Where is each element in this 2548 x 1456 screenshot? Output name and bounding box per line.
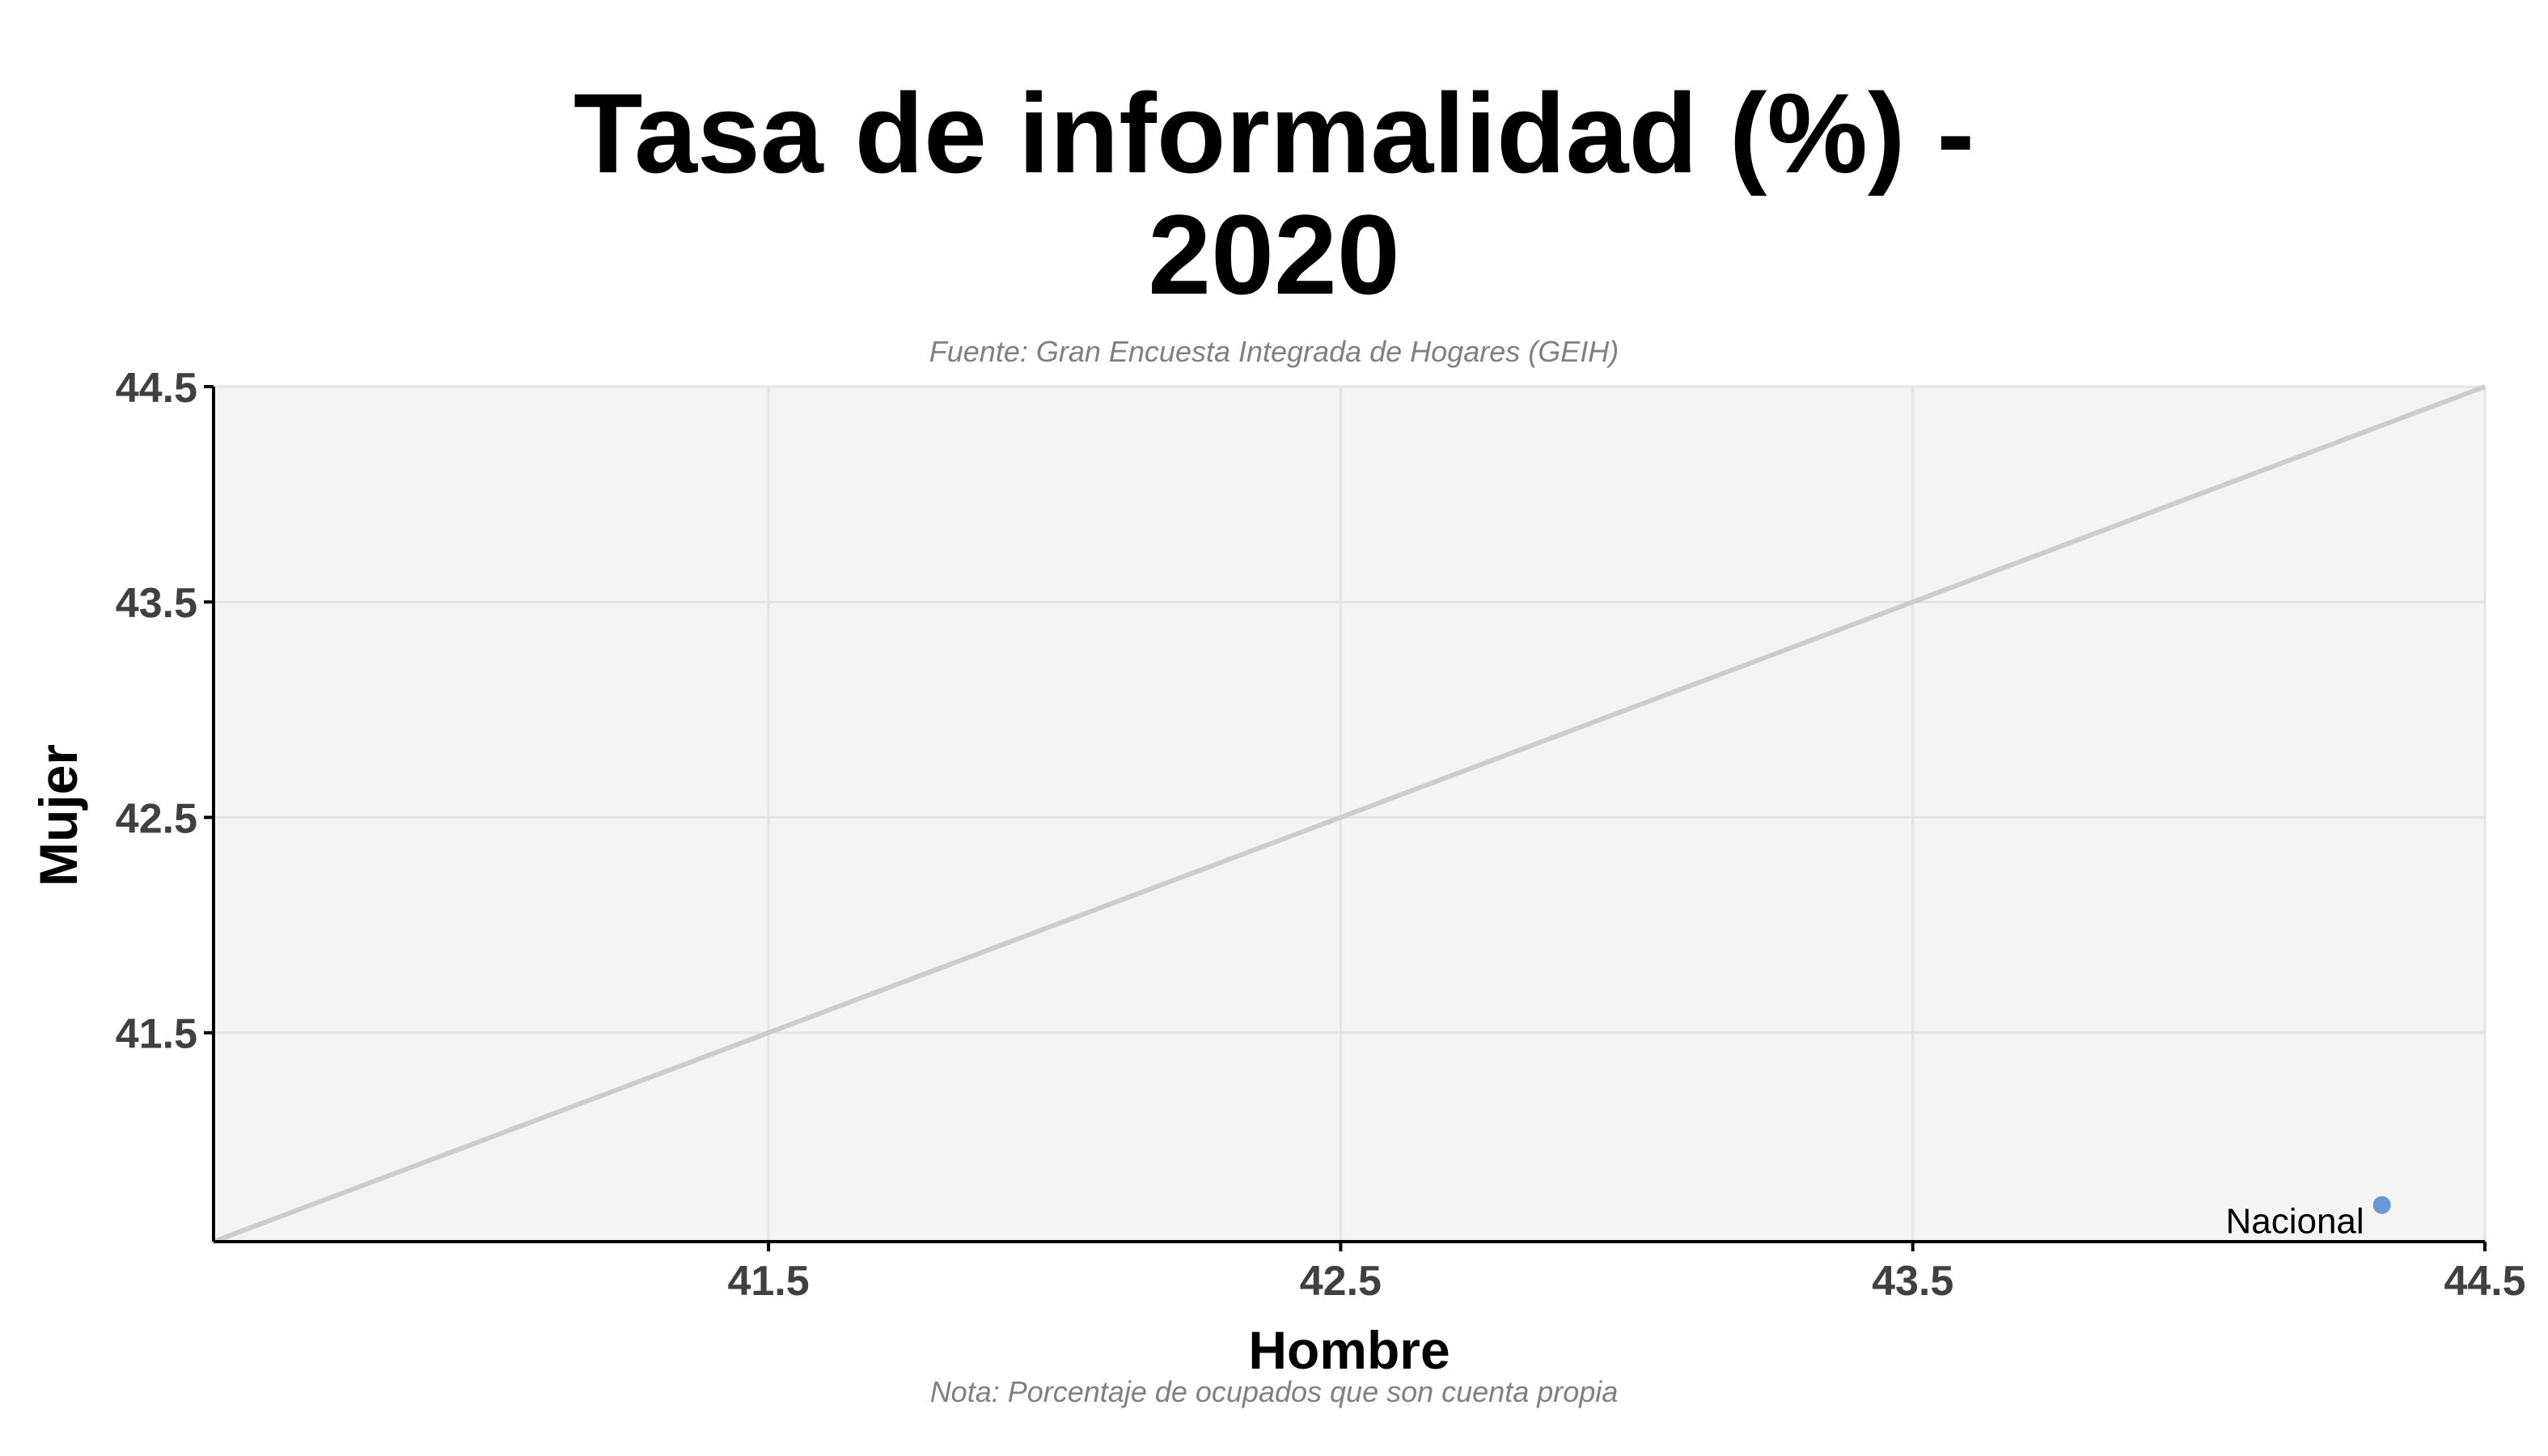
chart-subtitle: Fuente: Gran Encuesta Integrada de Hogar… bbox=[929, 335, 1619, 368]
chart-caption: Nota: Porcentaje de ocupados que son cue… bbox=[929, 1375, 1619, 1408]
x-tick-label: 44.5 bbox=[2444, 1258, 2525, 1305]
data-point-label: Nacional bbox=[2225, 1202, 2364, 1242]
y-tick-label: 43.5 bbox=[116, 580, 197, 627]
x-axis-title: Hombre bbox=[1248, 1320, 1450, 1380]
y-axis-title: Mujer bbox=[28, 744, 88, 887]
chart-title-line-1: Tasa de informalidad (%) - bbox=[573, 70, 1975, 197]
chart-title: Tasa de informalidad (%) - 2020 bbox=[0, 73, 2548, 315]
chart-title-line-2: 2020 bbox=[1148, 191, 1400, 318]
data-point bbox=[2372, 1196, 2391, 1214]
y-tick-label: 42.5 bbox=[116, 795, 197, 842]
y-tick-label: 41.5 bbox=[116, 1011, 197, 1058]
reference-line bbox=[212, 384, 2487, 1244]
x-tick-label: 42.5 bbox=[1300, 1258, 1382, 1305]
x-tick-label: 43.5 bbox=[1872, 1258, 1953, 1305]
x-tick-label: 41.5 bbox=[727, 1258, 809, 1305]
y-tick-label: 44.5 bbox=[116, 365, 197, 412]
